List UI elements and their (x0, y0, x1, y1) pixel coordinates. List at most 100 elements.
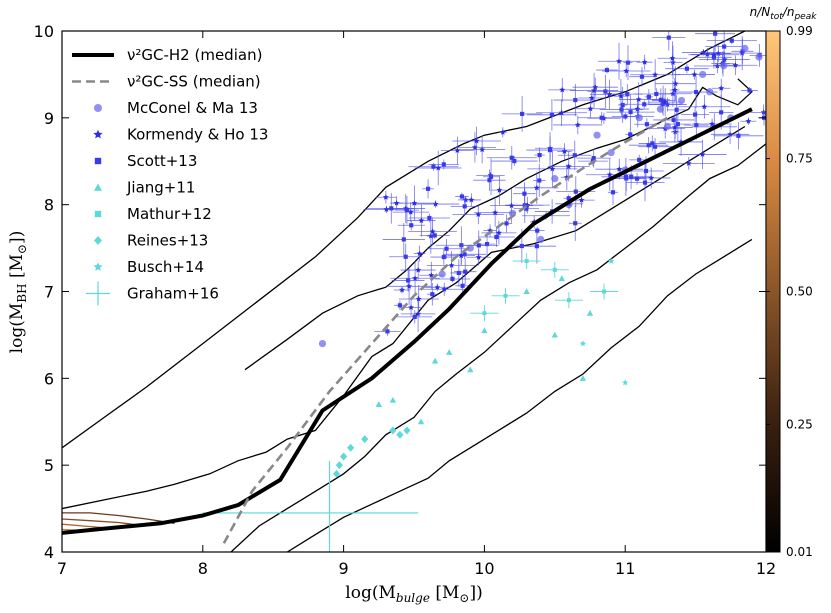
point-marker (670, 59, 676, 65)
data-point-scott-kormendy (688, 46, 740, 63)
data-point-scott-kormendy (663, 45, 683, 80)
y-tick-label: 10 (34, 22, 54, 41)
point-marker (606, 91, 613, 97)
plot-area (62, 31, 766, 552)
data-point-scott-kormendy (662, 157, 715, 170)
point-marker (648, 174, 655, 181)
contour-8 (62, 518, 140, 526)
data-point-scott-kormendy (731, 38, 754, 64)
point-marker (729, 38, 734, 43)
point-marker (574, 121, 581, 128)
x-tick-label: 9 (339, 559, 349, 578)
point-marker (619, 107, 624, 112)
data-point-scott-kormendy (393, 286, 411, 294)
point-marker (552, 267, 557, 272)
data-point-scott-kormendy (596, 66, 618, 74)
data-point-scott-kormendy (568, 205, 582, 241)
point-reines13 (340, 452, 348, 461)
point-marker (694, 123, 699, 128)
colorbar-tick-label: 0.01 (786, 545, 813, 559)
point-marker (644, 122, 649, 127)
point-marker (537, 153, 542, 158)
legend-label: Graham+16 (127, 285, 219, 303)
data-point-scott-kormendy (453, 132, 496, 163)
point-marker (685, 160, 692, 166)
legend-entry: Kormendy & Ho 13 (93, 126, 268, 144)
point-marker (473, 137, 480, 144)
observational-data (202, 31, 766, 552)
point-marker (623, 114, 628, 119)
legend-entry: Mathur+12 (94, 205, 212, 223)
point-marker (496, 187, 503, 193)
point-marker (488, 174, 494, 179)
point-marker (409, 223, 414, 228)
point-marker (415, 266, 422, 273)
point-marker (591, 87, 597, 94)
point-marker (475, 254, 482, 260)
point-marker (406, 283, 413, 289)
point-jiang11 (467, 366, 474, 373)
median-lines (62, 107, 753, 544)
point-marker (740, 49, 745, 54)
point-marker (700, 49, 707, 55)
data-point-scott-kormendy (411, 200, 460, 208)
data-point-scott-kormendy (713, 122, 764, 150)
contour-9 (62, 523, 105, 529)
data-point-scott-kormendy (706, 37, 757, 45)
data-point-scott-kormendy (453, 258, 477, 285)
series-line-h2 (62, 107, 753, 535)
point-marker (671, 124, 678, 130)
legend-swatch-marker (86, 281, 110, 306)
legend-entry: Busch+14 (93, 258, 204, 276)
point-marker (411, 200, 418, 206)
data-point-scott-kormendy (424, 283, 451, 292)
point-marker (492, 209, 499, 216)
data-point-scott-kormendy (397, 220, 425, 231)
data-point-scott-kormendy (398, 285, 439, 313)
data-point-scott-kormendy (655, 66, 696, 102)
point-jiang11 (523, 288, 530, 295)
point-marker (441, 254, 446, 260)
point-marker (623, 174, 628, 179)
data-point-scott-kormendy (606, 94, 655, 130)
point-marker (383, 206, 390, 212)
legend: ν²GC-H2 (median) ν²GC-SS (median) McConel … (72, 46, 268, 306)
series-line-ss (222, 116, 669, 544)
data-point-scott-kormendy (636, 54, 653, 70)
point-marker (652, 71, 659, 78)
point-marker (425, 186, 431, 191)
data-point-scott-kormendy (400, 260, 436, 280)
point-mathur12 (590, 283, 619, 300)
point-marker (646, 94, 651, 99)
legend-swatch-marker (94, 183, 102, 191)
y-tick-label: 5 (44, 456, 54, 475)
point-marker (722, 44, 727, 49)
point-marker (503, 293, 508, 298)
point-marker (533, 184, 540, 191)
point-marker (397, 303, 402, 308)
y-axis-ticks: 4 5 6 7 8 9 10 (34, 22, 766, 562)
point-marker (662, 99, 669, 105)
point-jiang11 (375, 401, 382, 407)
data-point-scott-kormendy (397, 310, 433, 324)
point-marker (625, 60, 631, 65)
data-point-scott-kormendy (557, 143, 572, 160)
point-marker (566, 298, 571, 303)
legend-swatch-marker (94, 236, 102, 245)
contour-3 (230, 143, 766, 552)
data-point-scott-kormendy (695, 31, 736, 52)
point-marker (430, 292, 435, 297)
point-marker (617, 93, 624, 99)
data-point-scott-kormendy (389, 243, 423, 270)
point-jiang11 (389, 396, 397, 403)
data-point-scott-kormendy (473, 169, 506, 191)
data-point-scott-kormendy (466, 249, 491, 266)
point-marker (674, 107, 679, 112)
legend-entry: Scott+13 (94, 152, 197, 170)
point-marker (671, 117, 676, 122)
legend-label: Busch+14 (127, 258, 204, 276)
point-marker (566, 196, 571, 201)
point-marker (732, 62, 739, 68)
point-marker (401, 237, 406, 242)
point-marker (462, 252, 467, 257)
